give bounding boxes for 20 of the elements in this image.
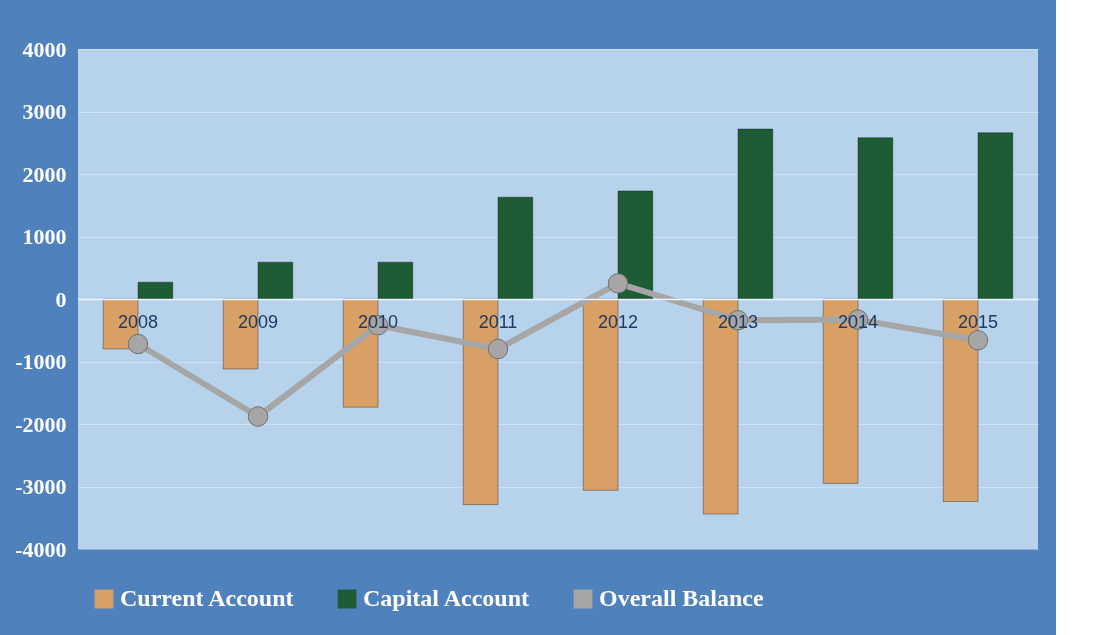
y-tick-label: 1000 xyxy=(22,224,67,249)
x-tick-label: 2010 xyxy=(357,311,399,332)
point xyxy=(967,330,989,351)
x-tick-label: 2014 xyxy=(837,311,879,332)
y-tick-label: 3000 xyxy=(22,99,67,124)
y-tick-label: 4000 xyxy=(22,36,67,62)
y-tick-label: -1000 xyxy=(15,349,67,374)
legend-label: Current Account xyxy=(120,585,294,611)
point xyxy=(487,338,509,360)
legend-label: Overall Balance xyxy=(599,585,764,611)
point xyxy=(247,406,269,427)
x-tick-label: 2013 xyxy=(717,311,759,332)
y-tick-label: -4000 xyxy=(15,536,67,562)
point xyxy=(607,273,629,294)
y-tick-label: 0 xyxy=(55,286,67,312)
y-tick-label: -2000 xyxy=(15,411,67,437)
point xyxy=(127,333,149,355)
y-tick-label: -3000 xyxy=(15,474,67,499)
y-tick-label: 2000 xyxy=(22,161,67,187)
legend-label: Capital Account xyxy=(363,585,530,611)
